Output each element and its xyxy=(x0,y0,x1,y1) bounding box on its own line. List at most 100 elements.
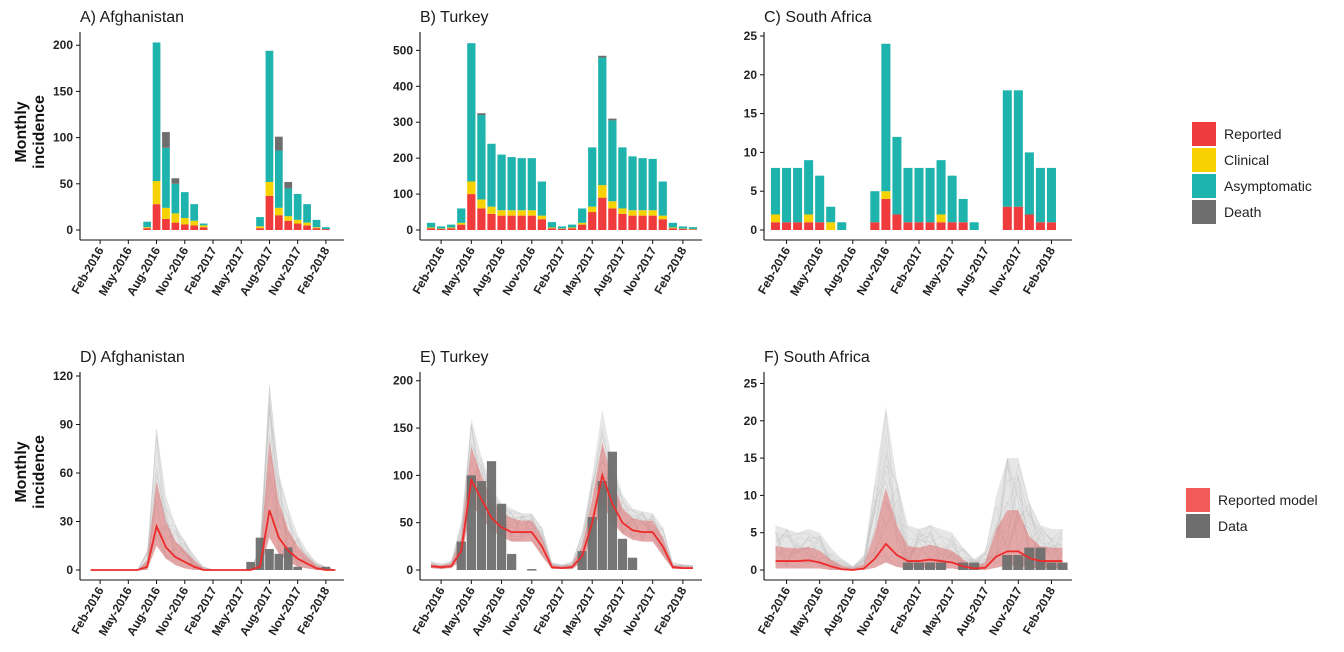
bar-segment-asymptomatic xyxy=(914,167,924,223)
bar-segment-clinical xyxy=(497,210,506,216)
bar-segment-clinical xyxy=(648,210,657,216)
x-tick-label: Feb-2018 xyxy=(1020,584,1058,636)
bar-segment-clinical xyxy=(618,208,627,214)
bar-segment-asymptomatic xyxy=(547,222,557,228)
y-axis-label-bottom-line1: Monthly xyxy=(13,441,30,502)
bar-segment-reported xyxy=(608,208,617,230)
bar-segment-clinical xyxy=(143,227,152,229)
bar-segment-reported xyxy=(152,204,161,230)
data-bar xyxy=(486,461,497,570)
bar-segment-reported xyxy=(598,197,607,230)
bar-segment-reported xyxy=(678,228,688,230)
bar-segment-asymptomatic xyxy=(507,157,516,211)
bar-segment-clinical xyxy=(804,214,814,223)
y-tick-label: 200 xyxy=(393,151,413,165)
data-bar xyxy=(506,553,517,570)
bar-segment-clinical xyxy=(274,207,283,216)
bar-segment-asymptomatic xyxy=(162,147,170,208)
y-tick-label: 90 xyxy=(60,418,74,432)
legend-label-data: Data xyxy=(1218,518,1248,534)
y-tick-label: 100 xyxy=(393,468,413,482)
data-bar xyxy=(913,562,925,570)
bar-segment-reported xyxy=(447,228,456,230)
bar-segment-reported xyxy=(426,228,436,230)
bar-segment-clinical xyxy=(936,214,946,223)
bar-segment-reported xyxy=(628,215,637,230)
legend-label-death: Death xyxy=(1224,204,1261,220)
bar-segment-reported xyxy=(497,215,506,230)
y-tick-label: 30 xyxy=(60,515,74,529)
bar-segment-asymptomatic xyxy=(958,198,968,223)
bar-segment-asymptomatic xyxy=(804,160,814,215)
data-bar xyxy=(935,562,947,570)
data-bar xyxy=(969,562,980,570)
bar-segment-asymptomatic xyxy=(256,217,264,227)
panel-d-afghanistan-model: 0306090120Feb-2016May-2016Aug-2016Nov-20… xyxy=(53,369,344,638)
panel-title-d: D) Afghanistan xyxy=(80,349,185,366)
bar-segment-clinical xyxy=(477,199,486,209)
y-tick-label: 10 xyxy=(744,145,758,159)
bar-segment-reported xyxy=(171,222,180,230)
bar-segment-reported xyxy=(782,222,792,230)
bar-segment-reported xyxy=(284,220,293,230)
bar-segment-reported xyxy=(1046,222,1056,230)
bar-segment-reported xyxy=(618,213,627,230)
bar-segment-asymptomatic xyxy=(678,226,688,229)
bar-segment-asymptomatic xyxy=(497,154,506,211)
bar-segment-reported xyxy=(588,212,597,230)
bar-segment-asymptomatic xyxy=(658,181,667,216)
model-interval-band xyxy=(775,487,1063,570)
bar-segment-asymptomatic xyxy=(152,42,161,182)
y-axis-label-bottom: Monthly incidence xyxy=(13,435,48,509)
model-median-line xyxy=(90,509,336,571)
bar-segment-asymptomatic xyxy=(925,167,935,223)
y-axis-label-top: Monthly incidence xyxy=(13,95,48,169)
y-tick-label: 100 xyxy=(53,131,73,145)
bar-segment-asymptomatic xyxy=(1046,167,1056,223)
simulation-envelope xyxy=(775,405,1063,570)
legend-swatch-death xyxy=(1192,200,1216,224)
bar-segment-reported xyxy=(958,222,968,230)
bar-segment-clinical xyxy=(588,206,597,213)
bar-segment-asymptomatic xyxy=(303,204,311,223)
bar-segment-reported xyxy=(914,222,924,230)
data-bar xyxy=(1035,547,1046,570)
simulation-envelope xyxy=(431,409,693,570)
simulation-trace xyxy=(775,506,1063,570)
y-tick-label: 20 xyxy=(744,68,758,82)
bar-segment-reported xyxy=(770,222,781,230)
legend-swatch-clinical xyxy=(1192,148,1216,172)
bar-segment-clinical xyxy=(457,222,466,225)
bar-segment-clinical xyxy=(517,210,526,216)
y-tick-label: 0 xyxy=(750,223,757,237)
y-tick-label: 500 xyxy=(393,43,413,57)
bar-segment-reported xyxy=(1024,214,1034,230)
bar-segment-asymptomatic xyxy=(467,43,476,182)
bar-segment-death xyxy=(162,132,170,148)
bar-segment-reported xyxy=(547,228,557,230)
y-tick-label: 15 xyxy=(744,451,758,465)
y-tick-label: 25 xyxy=(744,29,758,43)
bar-segment-clinical xyxy=(199,225,208,228)
y-tick-label: 50 xyxy=(60,177,74,191)
bar-segment-clinical xyxy=(658,215,667,220)
bar-segment-reported xyxy=(477,208,486,230)
bar-segment-reported xyxy=(517,215,526,230)
data-bar xyxy=(456,541,466,570)
y-tick-label: 0 xyxy=(406,223,413,237)
bar-segment-clinical xyxy=(527,210,536,216)
legend-label-asymptomatic: Asymptomatic xyxy=(1224,178,1312,194)
bar-segment-asymptomatic xyxy=(199,223,208,226)
bar-segment-clinical xyxy=(770,214,781,223)
simulation-trace xyxy=(775,411,1063,569)
bar-segment-asymptomatic xyxy=(487,143,496,207)
data-bar xyxy=(283,547,293,570)
bar-segment-asymptomatic xyxy=(648,158,657,211)
bar-segment-clinical xyxy=(487,206,496,214)
bar-segment-reported xyxy=(578,224,587,230)
bar-segment-asymptomatic xyxy=(598,57,607,186)
y-tick-label: 0 xyxy=(750,563,757,577)
y-axis-label-bottom-line2: incidence xyxy=(31,435,48,509)
bar-segment-reported xyxy=(322,229,330,230)
bar-segment-asymptomatic xyxy=(557,226,567,229)
